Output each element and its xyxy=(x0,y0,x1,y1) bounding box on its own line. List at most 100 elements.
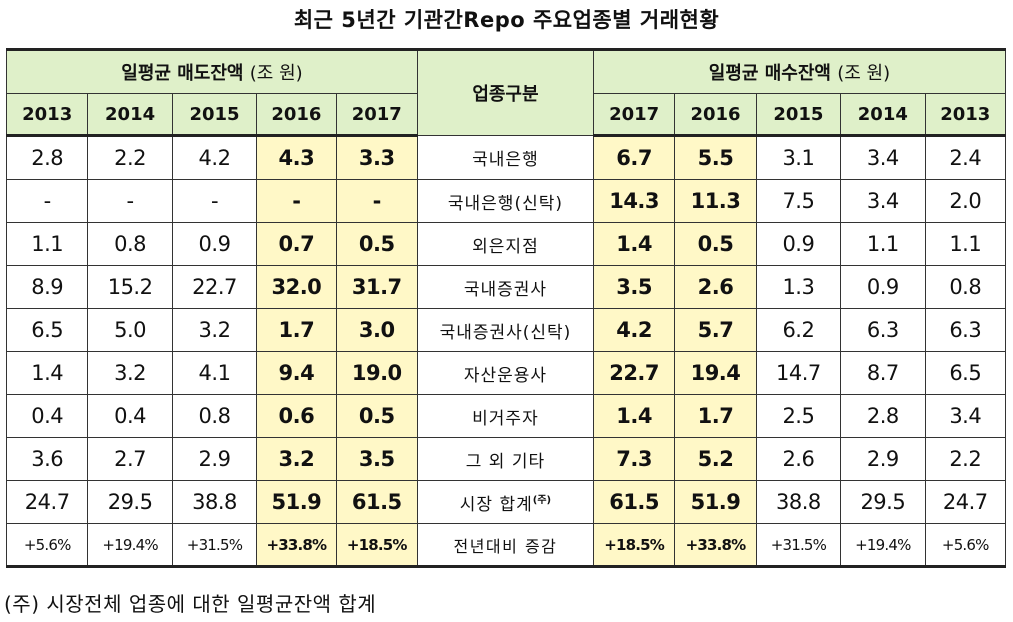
table-row: 1.4 3.2 4.1 9.4 19.0 자산운용사 22.7 19.4 14.7 8.7 6.5 xyxy=(5,351,1007,395)
sell-group-label: 일평균 매도잔액 xyxy=(121,63,244,84)
category-label: 전년대비 증감 xyxy=(453,536,558,556)
page-title: 최근 5년간 기관간Repo 주요업종별 거래현황 xyxy=(293,8,720,32)
buy-cell: 0.9 xyxy=(840,265,926,309)
sell-cell: 8.9 xyxy=(5,265,89,309)
buy-unit-label: (조 원) xyxy=(837,63,891,84)
buy-cell: +18.5% xyxy=(592,523,676,568)
sell-year-header: 2013 xyxy=(5,93,89,137)
sell-cell: 22.7 xyxy=(171,265,258,309)
sell-cell: 3.2 xyxy=(171,308,258,352)
buy-cell: 3.4 xyxy=(840,179,926,223)
buy-group-header: 일평균 매수잔액 (조 원) xyxy=(592,48,1007,94)
buy-year-header: 2014 xyxy=(840,93,926,137)
sell-year-header: 2017 xyxy=(335,93,418,137)
sell-cell: 3.0 xyxy=(335,308,418,352)
sell-cell: 0.4 xyxy=(87,394,173,438)
sell-cell: 51.9 xyxy=(256,480,337,524)
table-row: 2.8 2.2 4.2 4.3 3.3 국내은행 6.7 5.5 3.1 3.4 2.4 xyxy=(5,135,1007,180)
sell-cell: 29.5 xyxy=(87,480,173,524)
buy-cell: 0.9 xyxy=(755,222,842,266)
category-cell: 그 외 기타 xyxy=(416,437,594,481)
sell-cell: - xyxy=(256,179,337,223)
table-row: 24.7 29.5 38.8 51.9 61.5 시장 합계(주) 61.5 51.9 38.8… xyxy=(5,480,1007,524)
buy-cell: 3.4 xyxy=(840,135,926,180)
sell-cell: 0.4 xyxy=(5,394,89,438)
sell-cell: 15.2 xyxy=(87,265,173,309)
buy-cell: 1.1 xyxy=(840,222,926,266)
footnote-marker: (주) xyxy=(532,494,552,506)
sell-cell: 0.7 xyxy=(256,222,337,266)
buy-cell: 5.2 xyxy=(674,437,757,481)
sell-cell: 2.7 xyxy=(87,437,173,481)
sell-cell: 3.3 xyxy=(335,135,418,180)
buy-cell: 2.6 xyxy=(674,265,757,309)
category-label: 자산운용사 xyxy=(463,365,548,386)
buy-year-header: 2017 xyxy=(592,93,676,137)
footnote: (주) 시장전체 업종에 대한 일평균잔액 합계 xyxy=(4,592,377,616)
sell-cell: +18.5% xyxy=(335,523,418,568)
category-label: 비거주자 xyxy=(472,408,539,429)
category-label: 국내은행 xyxy=(472,150,539,170)
category-cell: 국내증권사 xyxy=(416,265,594,309)
buy-cell: 51.9 xyxy=(674,480,757,524)
buy-cell: 6.2 xyxy=(755,308,842,352)
sell-cell: 4.2 xyxy=(171,135,258,180)
sell-cell: - xyxy=(171,179,258,223)
buy-cell: 0.5 xyxy=(674,222,757,266)
sell-cell: 32.0 xyxy=(256,265,337,309)
table-row: +5.6% +19.4% +31.5% +33.8% +18.5% 전년대비 증감 +18.… xyxy=(5,523,1007,568)
sell-cell: 3.2 xyxy=(87,351,173,395)
sell-cell: 5.0 xyxy=(87,308,173,352)
category-cell: 외은지점 xyxy=(416,222,594,266)
sell-cell: 3.2 xyxy=(256,437,337,481)
sell-cell: 2.8 xyxy=(5,135,89,180)
buy-cell: 1.7 xyxy=(674,394,757,438)
sell-cell: 0.6 xyxy=(256,394,337,438)
category-cell: 국내증권사(신탁) xyxy=(416,308,594,352)
buy-cell: 24.7 xyxy=(924,480,1007,524)
table-row: 1.1 0.8 0.9 0.7 0.5 외은지점 1.4 0.5 0.9 1.1 1.1 xyxy=(5,222,1007,266)
sell-cell: +33.8% xyxy=(256,523,337,568)
buy-cell: 3.4 xyxy=(924,394,1007,438)
buy-cell: 0.8 xyxy=(924,265,1007,309)
sell-cell: 0.8 xyxy=(171,394,258,438)
sell-cell: 1.4 xyxy=(5,351,89,395)
category-cell: 시장 합계(주) xyxy=(416,480,594,524)
table-row: 3.6 2.7 2.9 3.2 3.5 그 외 기타 7.3 5.2 2.6 2.9 2.2 xyxy=(5,437,1007,481)
sell-cell: 3.6 xyxy=(5,437,89,481)
buy-cell: 14.3 xyxy=(592,179,676,223)
sell-cell: +19.4% xyxy=(87,523,173,568)
buy-cell: +33.8% xyxy=(674,523,757,568)
category-cell: 전년대비 증감 xyxy=(416,523,594,568)
sell-cell: 19.0 xyxy=(335,351,418,395)
buy-cell: +19.4% xyxy=(840,523,926,568)
buy-year-header: 2016 xyxy=(674,93,757,137)
buy-cell: 29.5 xyxy=(840,480,926,524)
buy-cell: 61.5 xyxy=(592,480,676,524)
table-row: 0.4 0.4 0.8 0.6 0.5 비거주자 1.4 1.7 2.5 2.8 3.4 xyxy=(5,394,1007,438)
sell-year-header: 2016 xyxy=(256,93,337,137)
buy-cell: 1.1 xyxy=(924,222,1007,266)
sell-year-header: 2014 xyxy=(87,93,173,137)
category-label: 국내은행(신탁) xyxy=(447,193,563,214)
sell-cell: 0.5 xyxy=(335,394,418,438)
sell-cell: 38.8 xyxy=(171,480,258,524)
category-header: 업종구분 xyxy=(416,48,594,136)
buy-cell: 2.6 xyxy=(755,437,842,481)
buy-cell: 2.0 xyxy=(924,179,1007,223)
sell-cell: - xyxy=(335,179,418,223)
buy-cell: 2.2 xyxy=(924,437,1007,481)
category-label: 국내증권사(신탁) xyxy=(439,322,572,343)
buy-cell: 8.7 xyxy=(840,351,926,395)
sell-cell: 0.5 xyxy=(335,222,418,266)
sell-cell: 4.1 xyxy=(171,351,258,395)
buy-cell: 7.3 xyxy=(592,437,676,481)
sell-cell: 9.4 xyxy=(256,351,337,395)
buy-cell: 1.3 xyxy=(755,265,842,309)
sell-cell: 3.5 xyxy=(335,437,418,481)
buy-cell: 2.4 xyxy=(924,135,1007,180)
buy-cell: 4.2 xyxy=(592,308,676,352)
sell-cell: - xyxy=(5,179,89,223)
category-label: 외은지점 xyxy=(472,236,539,257)
sell-group-header: 일평균 매도잔액 (조 원) xyxy=(6,48,418,94)
